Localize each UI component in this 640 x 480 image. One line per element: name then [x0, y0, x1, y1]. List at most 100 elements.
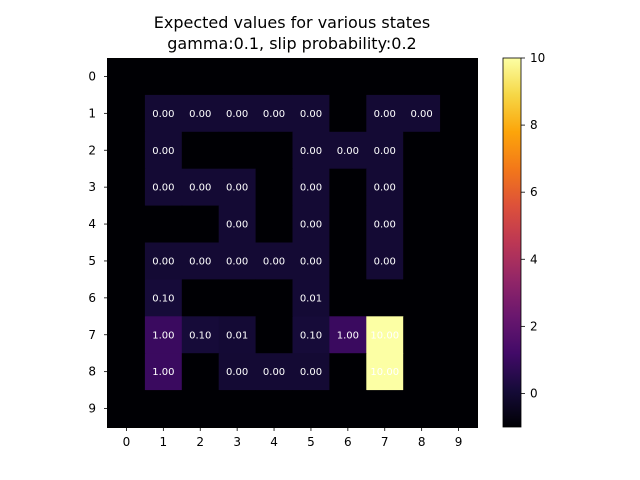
cell-r8-c9: [440, 353, 478, 391]
y-tick-label-9: 9: [88, 402, 96, 416]
cell-label-r7-c5: 0.10: [300, 330, 322, 341]
x-axis: 0 1 2 3 4 5 6 7 8 9: [123, 427, 463, 449]
cell-r7-c0: [108, 316, 146, 354]
cell-r9-c9: [440, 390, 478, 428]
cell-r5-c2: [181, 242, 220, 280]
cell-r3-c0: [108, 168, 146, 207]
chart-title-line-2: gamma:0.1, slip probability:0.2: [167, 34, 416, 53]
cell-r8-c8: [403, 353, 441, 391]
y-tick-label-8: 8: [88, 365, 96, 379]
cell-label-r2-c1: 0.00: [152, 146, 174, 157]
cell-label-r1-c4: 0.00: [263, 109, 285, 120]
cell-r8-c7: [366, 353, 404, 391]
cell-r4-c9: [440, 205, 478, 243]
cell-r8-c4: [255, 353, 293, 391]
cell-r6-c0: [108, 279, 146, 317]
cell-r1-c9: [440, 94, 478, 133]
cell-r3-c3: [218, 168, 257, 207]
cell-r7-c8: [403, 316, 441, 354]
cell-r3-c9: [440, 168, 478, 207]
cell-label-r6-c1: 0.10: [152, 293, 174, 304]
colorbar-axis: 0 2 4 6 8 10: [521, 51, 545, 400]
cell-r0-c4: [255, 58, 293, 96]
cell-r0-c0: [108, 58, 146, 96]
cell-label-r8-c1: 1.00: [152, 367, 174, 378]
cell-r5-c6: [329, 242, 367, 280]
cell-r8-c1: [144, 353, 183, 391]
cell-r1-c8: [403, 94, 441, 133]
cell-r0-c8: [403, 58, 441, 96]
cell-r5-c1: [144, 242, 183, 280]
cell-r2-c9: [440, 131, 478, 170]
cell-r8-c5: [292, 353, 330, 391]
cell-r3-c4: [255, 168, 293, 207]
cell-label-r5-c4: 0.00: [263, 256, 285, 267]
cell-label-r4-c5: 0.00: [300, 220, 322, 231]
cell-r9-c4: [255, 390, 293, 428]
cell-r0-c1: [144, 58, 183, 96]
cell-r9-c6: [329, 390, 367, 428]
cell-r4-c8: [403, 205, 441, 243]
cell-r2-c2: [181, 131, 220, 170]
cell-r2-c5: [292, 131, 330, 170]
x-tick-label-9: 9: [455, 435, 463, 449]
y-tick-label-2: 2: [88, 143, 96, 157]
cell-r3-c8: [403, 168, 441, 207]
x-tick-label-6: 6: [344, 435, 352, 449]
cell-r6-c5: [292, 279, 330, 317]
cell-r1-c5: [292, 94, 330, 133]
cell-r6-c2: [181, 279, 220, 317]
cell-r9-c5: [292, 390, 330, 428]
colorbar-tick-label-0: 0: [530, 386, 538, 400]
cell-r1-c2: [181, 94, 220, 133]
heatmap-cells: [108, 58, 478, 428]
cell-label-r3-c1: 0.00: [152, 183, 174, 194]
x-tick-label-4: 4: [270, 435, 278, 449]
cell-r4-c3: [218, 205, 257, 243]
cell-label-r1-c3: 0.00: [226, 109, 248, 120]
cell-r9-c3: [218, 390, 257, 428]
cell-label-r7-c7: 10.00: [370, 330, 399, 341]
cell-r5-c3: [218, 242, 257, 280]
cell-label-r8-c7: 10.00: [370, 367, 399, 378]
cell-r3-c2: [181, 168, 220, 207]
cell-r0-c9: [440, 58, 478, 96]
cell-label-r1-c5: 0.00: [300, 109, 322, 120]
colorbar-tick-label-5: 10: [530, 51, 545, 65]
cell-r4-c4: [255, 205, 293, 243]
cell-r1-c6: [329, 94, 367, 133]
cell-label-r7-c1: 1.00: [152, 330, 174, 341]
cell-label-r2-c7: 0.00: [374, 146, 396, 157]
cell-r6-c4: [255, 279, 293, 317]
cell-r3-c7: [366, 168, 404, 207]
cell-r1-c7: [366, 94, 404, 133]
cell-label-r3-c2: 0.00: [189, 183, 211, 194]
cell-r5-c7: [366, 242, 404, 280]
y-tick-label-5: 5: [88, 254, 96, 268]
cell-label-r1-c2: 0.00: [189, 109, 211, 120]
cell-r8-c0: [108, 353, 146, 391]
cell-label-r7-c3: 0.01: [226, 330, 248, 341]
cell-r4-c2: [181, 205, 220, 243]
cell-r0-c7: [366, 58, 404, 96]
y-tick-label-6: 6: [88, 291, 96, 305]
cell-r1-c0: [108, 94, 146, 133]
cell-r7-c3: [218, 316, 257, 354]
cell-r3-c6: [329, 168, 367, 207]
cell-r0-c2: [181, 58, 220, 96]
cell-label-r1-c7: 0.00: [374, 109, 396, 120]
cell-label-r1-c8: 0.00: [411, 109, 433, 120]
y-axis: 0 1 2 3 4 5 6 7 8 9: [88, 69, 108, 416]
cell-label-r5-c3: 0.00: [226, 256, 248, 267]
cell-r4-c7: [366, 205, 404, 243]
cell-r7-c5: [292, 316, 330, 354]
cell-label-r2-c6: 0.00: [337, 146, 359, 157]
cell-r6-c1: [144, 279, 183, 317]
cell-r2-c7: [366, 131, 404, 170]
cell-r9-c0: [108, 390, 146, 428]
x-tick-label-5: 5: [307, 435, 315, 449]
colorbar: [503, 58, 521, 427]
cell-label-r1-c1: 0.00: [152, 109, 174, 120]
cell-r5-c9: [440, 242, 478, 280]
